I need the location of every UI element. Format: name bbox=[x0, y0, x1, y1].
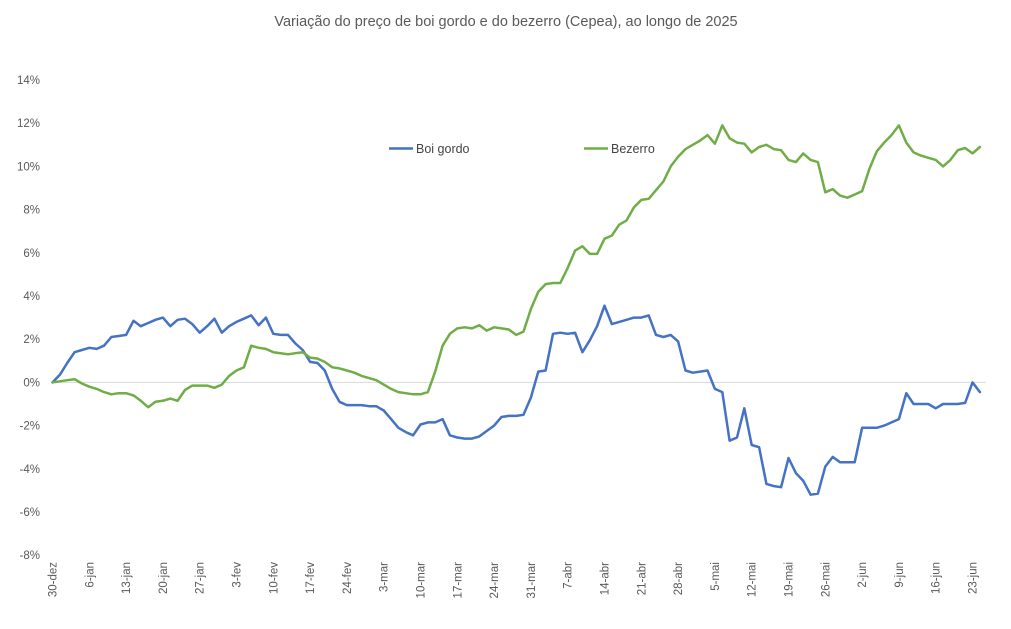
x-axis-tick-label: 17-fev bbox=[305, 562, 317, 594]
x-axis-tick-label: 6-jan bbox=[84, 562, 96, 588]
x-axis-tick-label: 21-abr bbox=[636, 562, 648, 595]
x-axis-tick-label: 17-mar bbox=[452, 562, 464, 599]
bezerro-legend-label: Bezerro bbox=[611, 142, 655, 156]
x-axis-tick-label: 24-mar bbox=[489, 562, 501, 599]
y-axis-tick-label: 0% bbox=[23, 377, 40, 389]
x-axis-tick-label: 27-jan bbox=[195, 562, 207, 594]
x-axis-tick-label: 24-fev bbox=[342, 562, 354, 594]
y-axis-tick-label: -6% bbox=[20, 507, 40, 519]
y-axis-tick-label: -2% bbox=[20, 421, 40, 433]
y-axis-tick-label: -8% bbox=[20, 550, 40, 562]
x-axis-tick-label: 13-jan bbox=[121, 562, 133, 594]
x-axis-tick-label: 20-jan bbox=[158, 562, 170, 594]
y-axis-tick-label: 2% bbox=[23, 334, 40, 346]
x-axis-tick-label: 10-mar bbox=[416, 562, 428, 599]
x-axis-tick-label: 16-jun bbox=[931, 562, 943, 594]
chart-title: Variação do preço de boi gordo e do beze… bbox=[274, 14, 737, 30]
x-axis-tick-label: 5-mai bbox=[710, 562, 722, 591]
legend: Boi gordo Bezerro bbox=[389, 142, 655, 156]
y-axis-tick-labels: 14% 12% 10% 8% 6% 4% 2% 0% -2% -4% -6% -8% bbox=[17, 75, 40, 562]
x-axis-tick-label: 2-jun bbox=[857, 562, 869, 588]
x-axis-tick-label: 30-dez bbox=[48, 562, 60, 597]
bezerro-line bbox=[51, 124, 982, 409]
x-axis-tick-label: 31-mar bbox=[526, 562, 538, 599]
x-axis-tick-label: 7-abr bbox=[563, 562, 575, 589]
y-axis-tick-label: 10% bbox=[17, 161, 40, 173]
x-axis-tick-label: 9-jun bbox=[894, 562, 906, 588]
y-axis-tick-label: 8% bbox=[23, 205, 40, 217]
x-axis-tick-label: 19-mai bbox=[784, 562, 796, 597]
x-axis-tick-label: 12-mai bbox=[747, 562, 759, 597]
x-axis-tick-labels: 30-dez 6-jan 13-jan 20-jan 27-jan 3-fev 10-fev… bbox=[48, 562, 980, 599]
boi-gordo-line bbox=[51, 304, 982, 496]
x-axis-tick-label: 28-abr bbox=[673, 562, 685, 595]
x-axis-tick-label: 23-jun bbox=[968, 562, 980, 594]
x-axis-tick-label: 3-mar bbox=[379, 562, 391, 592]
x-axis-tick-label: 14-abr bbox=[600, 562, 612, 595]
x-axis-tick-label: 10-fev bbox=[268, 562, 280, 594]
y-axis-tick-label: 6% bbox=[23, 248, 40, 260]
y-axis-tick-label: -4% bbox=[20, 464, 40, 476]
y-axis-tick-label: 12% bbox=[17, 118, 40, 130]
y-axis-tick-label: 4% bbox=[23, 291, 40, 303]
x-axis-tick-label: 3-fev bbox=[232, 562, 244, 588]
x-axis-tick-label: 26-mai bbox=[820, 562, 832, 597]
boi-gordo-legend-label: Boi gordo bbox=[416, 142, 470, 156]
y-axis-tick-label: 14% bbox=[17, 75, 40, 87]
